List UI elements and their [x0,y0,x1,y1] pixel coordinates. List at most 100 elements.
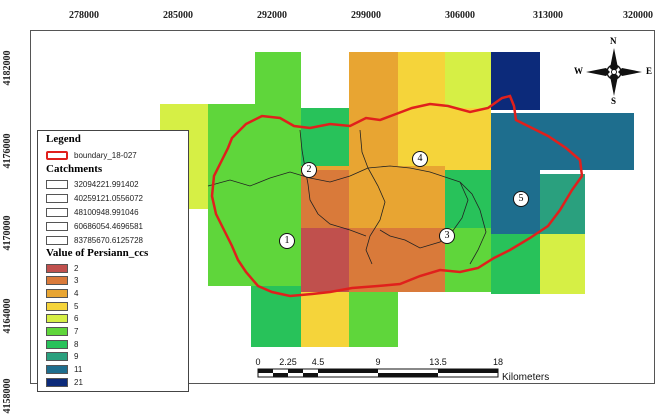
class-swatch [46,365,68,375]
study-boundary [210,94,584,298]
catchment-swatch [46,207,68,217]
legend-catchment-label: 83785670.6125728 [74,235,143,245]
catchment-swatch [46,179,68,189]
north-label-e: E [646,66,653,76]
legend-class-label: 8 [74,339,79,349]
raster-cell [445,108,491,170]
class-swatch [46,276,68,286]
persiann-raster [160,52,634,347]
scale-bar [257,368,499,378]
legend-class-row: 7 [46,326,78,338]
raster-cell [349,228,398,292]
catchment-label: 5 [513,191,529,207]
class-swatch [46,327,68,336]
legend-class-label: 3 [74,276,79,286]
legend-catchments-title: Catchments [46,163,103,175]
north-label-n: N [610,36,617,46]
legend-catchment-label: 60686054.4696581 [74,221,143,231]
north-label-w: W [574,66,583,76]
legend-class-label: 7 [74,327,79,336]
class-swatch [46,352,68,362]
catchment-label: 1 [279,233,295,249]
scale-label: 9 [375,357,381,367]
catchment-swatch [46,221,68,231]
raster-cell [445,170,491,228]
catchment-label: 3 [439,228,455,244]
legend-boundary-label: boundary_18-027 [74,150,137,160]
x-tick-label: 285000 [163,10,193,21]
x-tick-label: 313000 [533,10,563,21]
legend-class-row: 21 [46,376,83,388]
legend-class-row: 3 [46,275,78,287]
legend-class-label: 9 [74,352,79,362]
scale-label: 4.5 [311,357,325,367]
legend-class-row: 5 [46,300,78,312]
class-swatch [46,288,68,298]
raster-cell [301,108,349,166]
raster-cell [255,52,301,107]
raster-cell [255,166,301,220]
raster-cell [255,220,301,286]
x-tick-label: 292000 [257,10,287,21]
legend-class-row: 6 [46,313,78,325]
scale-label: 0 [255,357,261,367]
raster-cell [349,108,398,166]
scale-label: 18 [492,357,504,367]
legend-catchment-row: 48100948.991046 [46,206,139,218]
legend-catchment-label: 40259121.0556072 [74,193,143,203]
raster-cell [398,52,445,110]
x-tick-label: 306000 [445,10,475,21]
legend-title: Legend [46,133,81,145]
class-swatch [46,377,68,387]
catchment-swatch [46,235,68,245]
legend-class-row: 9 [46,351,78,363]
legend-class-label: 11 [74,365,83,375]
class-swatch [46,314,68,324]
x-tick-label: 299000 [351,10,381,21]
legend-boundary-row: boundary_18-027 [46,149,137,161]
raster-cell [491,234,540,294]
class-swatch [46,339,68,349]
north-label-s: S [611,96,617,106]
legend-catchment-row: 60686054.4696581 [46,220,143,232]
scale-unit: Kilometers [502,372,550,383]
legend-catchment-label: 32094221.991402 [74,179,139,189]
catchment-label: 4 [412,151,428,167]
legend-catchment-row: 32094221.991402 [46,178,139,190]
legend-class-row: 8 [46,338,78,350]
legend-catchment-label: 48100948.991046 [74,207,139,217]
raster-cell [445,52,491,110]
raster-cell [540,234,585,294]
legend-class-label: 5 [74,301,79,311]
class-swatch [46,301,68,311]
map-canvas [160,52,634,378]
raster-cell [255,104,301,166]
raster-cell [301,292,349,347]
legend-class-row: 2 [46,262,78,274]
north-arrow: N S W E [572,36,657,106]
raster-cell [301,228,349,292]
raster-cell [398,166,445,228]
raster-cell [491,113,634,170]
legend-class-row: 4 [46,287,78,299]
legend-value-title: Value of Persiann_ccs [46,247,149,259]
legend-class-label: 2 [74,263,79,273]
scale-label: 2.25 [279,357,297,367]
catchment-swatch [46,193,68,203]
map-legend: Legend boundary_18-027 Catchments 320942… [37,130,189,392]
raster-cell [349,166,398,228]
raster-cell [349,292,398,347]
legend-catchment-row: 40259121.0556072 [46,192,143,204]
legend-catchment-row: 83785670.6125728 [46,234,143,246]
class-swatch [46,263,68,273]
raster-cell [301,170,349,228]
x-tick-label: 278000 [69,10,99,21]
boundary-swatch [46,150,68,160]
raster-cell [208,104,255,166]
raster-cell [349,52,398,110]
x-tick-label: 320000 [623,10,653,21]
scale-label: 13.5 [429,357,447,367]
legend-class-label: 6 [74,314,79,324]
legend-class-label: 4 [74,288,79,298]
catchment-label: 2 [301,162,317,178]
